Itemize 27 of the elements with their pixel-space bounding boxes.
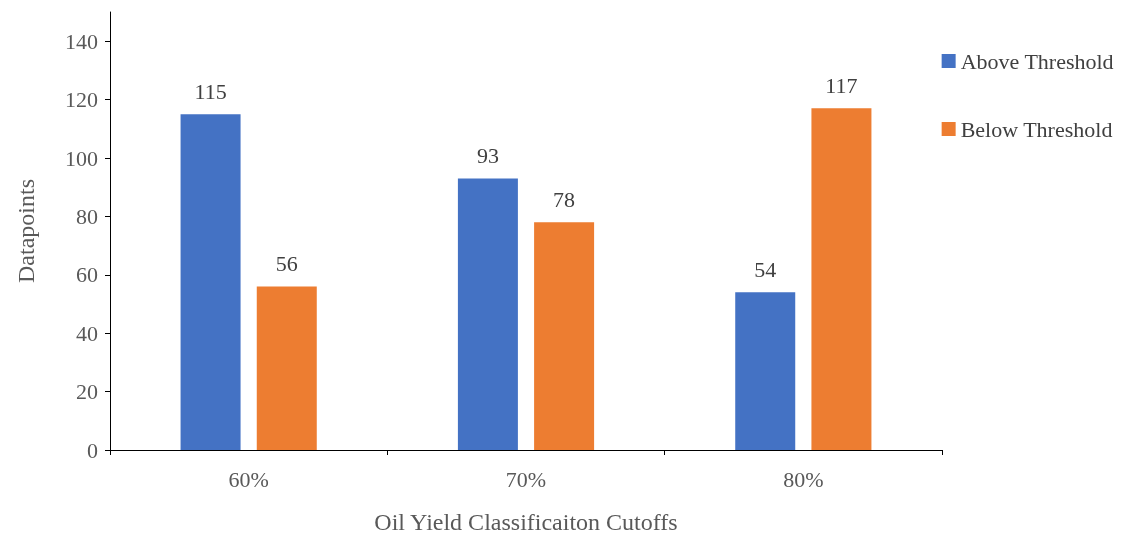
y-tick-label: 20 — [76, 379, 98, 405]
y-tick-label: 100 — [65, 145, 98, 171]
data-label: 115 — [194, 78, 227, 104]
data-label: 78 — [553, 186, 576, 212]
x-axis-title: Oil Yield Classificaiton Cutoffs — [374, 509, 678, 535]
data-label: 56 — [275, 250, 298, 276]
x-tick-label: 60% — [228, 466, 269, 492]
legend-label: Below Threshold — [960, 116, 1113, 142]
y-tick-label: 80 — [76, 203, 98, 229]
legend-label: Above Threshold — [960, 48, 1114, 74]
y-tick-label: 140 — [65, 28, 98, 54]
bar — [534, 222, 595, 450]
x-tick-label: 70% — [505, 466, 547, 492]
data-label: 54 — [754, 256, 777, 282]
bar — [180, 114, 241, 450]
y-tick-label: 120 — [65, 87, 98, 113]
y-tick-label: 0 — [87, 437, 98, 463]
y-axis-title: Datapoints — [13, 179, 39, 283]
bar — [256, 286, 317, 450]
data-label: 93 — [476, 142, 499, 168]
x-tick-label: 80% — [783, 466, 824, 492]
data-label: 117 — [825, 72, 858, 98]
y-tick-label: 60 — [76, 262, 98, 288]
bar — [735, 292, 796, 450]
bar — [457, 178, 518, 450]
bar — [811, 108, 872, 450]
y-tick-label: 40 — [76, 320, 98, 346]
